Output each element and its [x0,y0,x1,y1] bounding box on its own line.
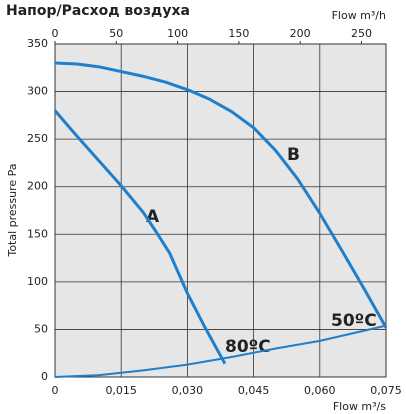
y-tick-label: 150 [27,227,48,240]
x-tick-label: 0 [52,384,59,397]
y-tick-label: 350 [27,37,48,50]
x-tick-label: 0,045 [238,384,270,397]
plot-border [54,43,387,378]
y-tick-label: 250 [27,132,48,145]
x-tick-label: 0,075 [370,384,402,397]
x2-tick-label: 100 [167,27,188,40]
y-tick-label: 300 [27,85,48,98]
y-tick-label: 50 [34,322,48,335]
annotation: 50ºC [331,311,377,331]
y-tick-label: 100 [27,275,48,288]
x2-tick-label: 250 [351,27,372,40]
curve [54,324,387,378]
x-tick-label: 0,030 [172,384,204,397]
y-tick-label: 200 [27,180,48,193]
x-axis-label: Flow m³/s [333,400,386,413]
x2-tick-label: 50 [109,27,123,40]
plot-area [55,44,386,377]
y-axis-label: Total pressure Pa [6,163,19,257]
x2-tick-label: 150 [228,27,249,40]
x2-axis-label: Flow m³/h [332,9,386,22]
x-tick-label: 0,060 [304,384,336,397]
x2-tick-label: 200 [290,27,311,40]
y-tick-label: 0 [41,370,48,383]
x2-tick-label: 0 [52,27,59,40]
curve [53,109,227,365]
curve [54,61,388,329]
chart-title: Напор/Расход воздуха [6,3,190,19]
curve-label: B [287,145,300,165]
x-tick-label: 0,015 [105,384,137,397]
